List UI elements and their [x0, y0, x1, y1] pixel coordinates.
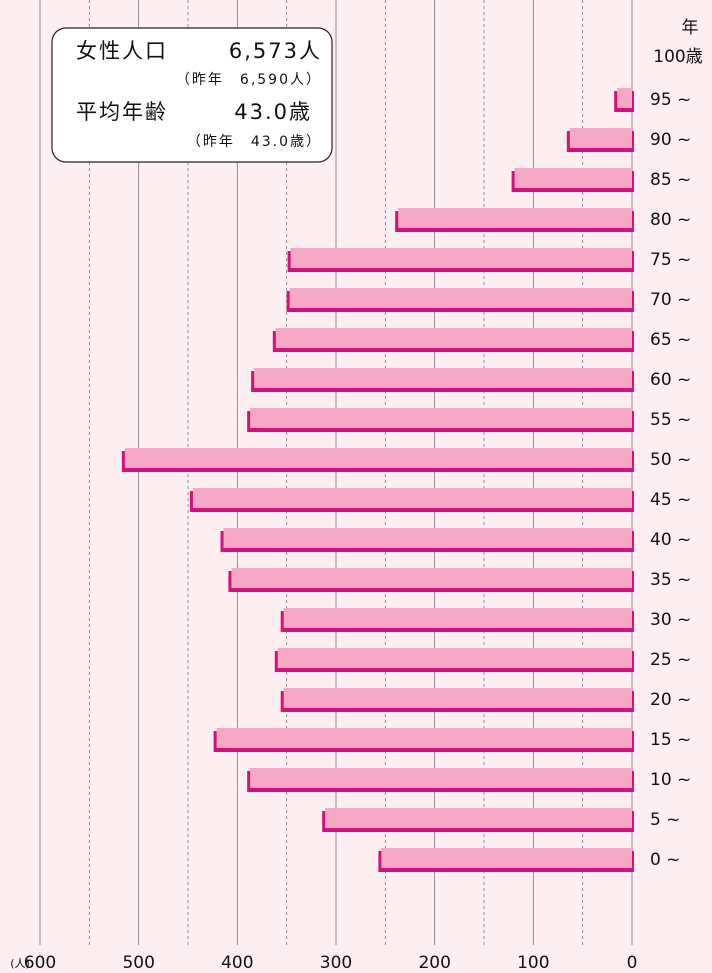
bar [289, 288, 632, 308]
x-tick-label: 500 [122, 953, 154, 973]
y-tick-label: 90 ~ [650, 130, 691, 150]
y-tick-label: 80 ~ [650, 210, 691, 230]
y-tick-label: 60 ~ [650, 370, 691, 390]
age-label: 平均年齢 [76, 100, 168, 124]
bar [231, 568, 632, 588]
pop-prev: （昨年 6,590人） [176, 72, 322, 88]
bar [290, 248, 632, 268]
info-box [51, 27, 333, 163]
x-tick-label: 400 [221, 953, 253, 973]
y-tick-label: 0 ~ [650, 850, 680, 870]
y-tick-label: 70 ~ [650, 290, 691, 310]
pop-value: 6,573人 [229, 39, 322, 63]
pop-label: 女性人口 [76, 39, 168, 63]
bar [325, 808, 632, 828]
bar [124, 448, 632, 468]
y-tick-label: 55 ~ [650, 410, 691, 430]
bar [514, 168, 632, 188]
x-tick-label: 300 [320, 953, 352, 973]
y-tick-label: 10 ~ [650, 770, 691, 790]
y-tick-label: 95 ~ [650, 90, 691, 110]
y-tick-label: 65 ~ [650, 330, 691, 350]
x-tick-label: 600 [24, 953, 56, 973]
y-tick-label: 50 ~ [650, 450, 691, 470]
bar [192, 488, 632, 508]
bar [277, 648, 632, 668]
y-tick-label: 35 ~ [650, 570, 691, 590]
bar [283, 608, 632, 628]
y-tick-label: 75 ~ [650, 250, 691, 270]
bar [223, 528, 632, 548]
bar [398, 208, 632, 228]
bar [617, 88, 632, 108]
x-tick-label: 0 [627, 953, 638, 973]
bar [250, 768, 632, 788]
bar [275, 328, 632, 348]
bar [569, 128, 632, 148]
bar [254, 368, 632, 388]
y-tick-label: 85 ~ [650, 170, 691, 190]
x-axis-label: (人) [10, 957, 30, 970]
age-prev: （昨年 43.0歳） [187, 134, 322, 150]
y-tick-label: 20 ~ [650, 690, 691, 710]
bar [283, 688, 632, 708]
y-tick-label: 25 ~ [650, 650, 691, 670]
x-tick-label: 100 [517, 953, 549, 973]
y-tick-label: 5 ~ [650, 810, 680, 830]
y-label-sub: 100歳 [653, 47, 702, 67]
y-label-top: 年 [682, 18, 699, 38]
bar [216, 728, 632, 748]
y-tick-label: 15 ~ [650, 730, 691, 750]
y-tick-label: 40 ~ [650, 530, 691, 550]
bars [121, 88, 634, 872]
y-tick-label: 30 ~ [650, 610, 691, 630]
age-value: 43.0歳 [234, 100, 312, 124]
bar [250, 408, 632, 428]
y-tick-label: 45 ~ [650, 490, 691, 510]
x-tick-label: 200 [418, 953, 450, 973]
bar [381, 848, 632, 868]
